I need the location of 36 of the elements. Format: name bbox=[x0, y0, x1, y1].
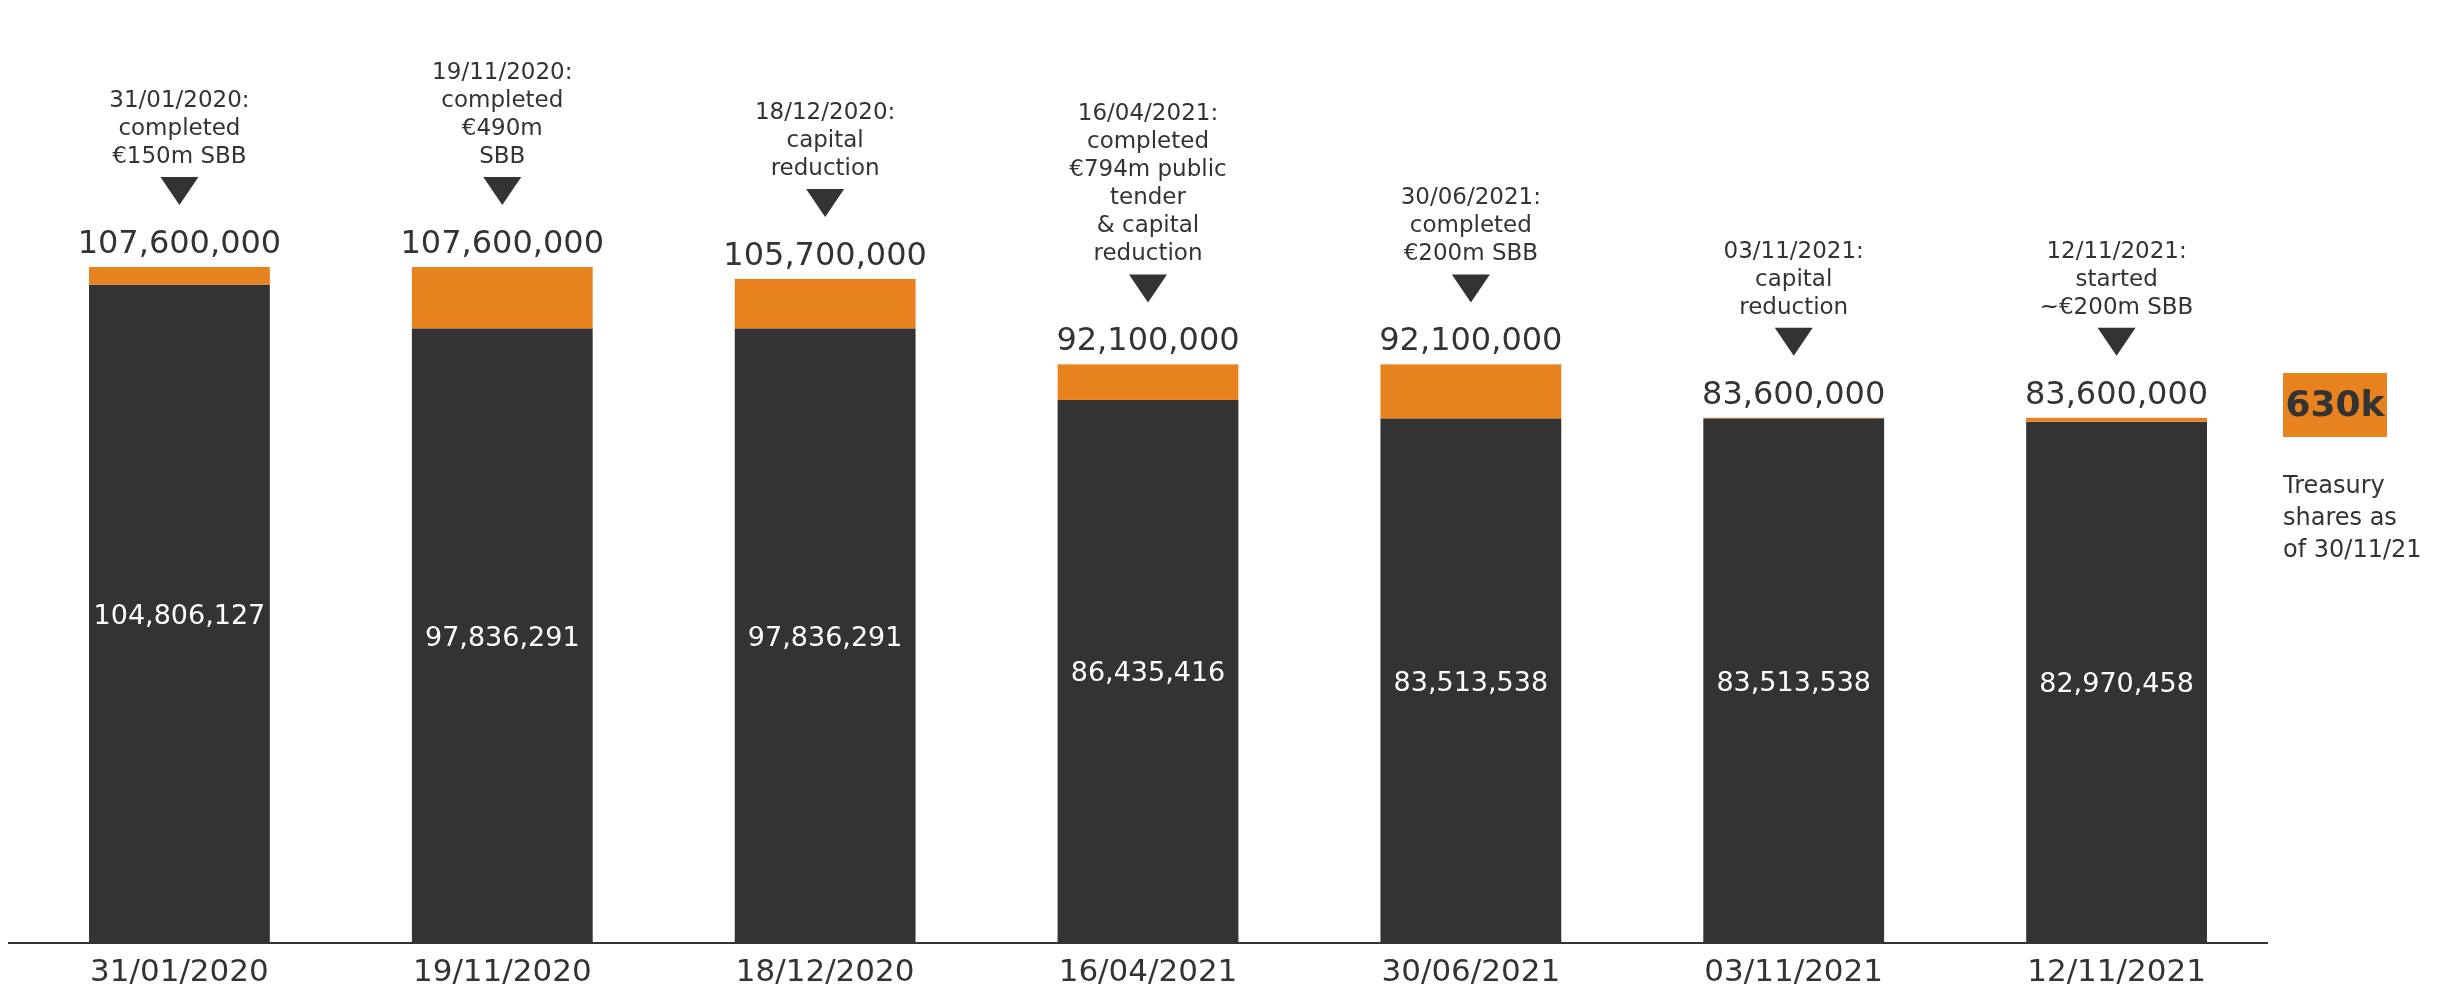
text: 31/01/2020: completed €150m SBB bbox=[109, 86, 250, 168]
x-tick-label: 19/11/2020 bbox=[412, 952, 592, 988]
x-tick-label: 03/11/2021 bbox=[1704, 952, 1884, 988]
data-label: 97,836,291 bbox=[424, 620, 580, 652]
x-tick-label: 30/06/2021 bbox=[1381, 952, 1561, 988]
x-tick-label: 16/04/2021 bbox=[1058, 952, 1238, 988]
data-label: 83,513,538 bbox=[1393, 665, 1549, 697]
total-label: 92,100,000 bbox=[1379, 320, 1563, 359]
text: 18/12/2020: capital reduction bbox=[754, 97, 896, 180]
bar bbox=[1380, 364, 1562, 419]
annotation: 12/11/2021: started ~€200m SBB bbox=[2039, 236, 2194, 319]
bar bbox=[411, 267, 593, 329]
bar bbox=[89, 267, 270, 285]
total-label: 83,600,000 bbox=[2024, 373, 2209, 412]
data-label: 97,836,291 bbox=[747, 620, 903, 652]
data-label: 83,513,538 bbox=[1716, 665, 1872, 697]
total-label: 107,600,000 bbox=[400, 223, 605, 261]
data-label: 86,435,416 bbox=[1070, 656, 1226, 688]
x-tick-label: 12/11/2021 bbox=[2027, 952, 2206, 988]
text: 630k bbox=[2285, 383, 2386, 424]
total-label: 92,100,000 bbox=[1056, 320, 1240, 359]
total-label: 83,600,000 bbox=[1702, 373, 1886, 412]
annotation: 03/11/2021: capital reduction bbox=[1723, 236, 1864, 319]
bar bbox=[1057, 364, 1239, 400]
x-tick-label: 18/12/2020 bbox=[735, 952, 915, 988]
bar bbox=[2026, 417, 2207, 422]
text: Treasury shares as of 30/11/21 bbox=[2282, 471, 2422, 563]
text: 19/11/2020: completed €490m SBB bbox=[432, 58, 573, 168]
data-label: 104,806,127 bbox=[93, 598, 266, 630]
total-label: 105,700,000 bbox=[723, 234, 927, 273]
bar bbox=[734, 278, 916, 329]
text: 16/04/2021: completed €794m public tender & capital reduction bbox=[1069, 99, 1227, 266]
text: 30/06/2021: completed €200m SBB bbox=[1400, 183, 1542, 266]
x-tick-label: 31/01/2020 bbox=[90, 952, 269, 988]
data-label: 82,970,458 bbox=[2039, 667, 2194, 699]
total-label: 107,600,000 bbox=[77, 223, 282, 261]
